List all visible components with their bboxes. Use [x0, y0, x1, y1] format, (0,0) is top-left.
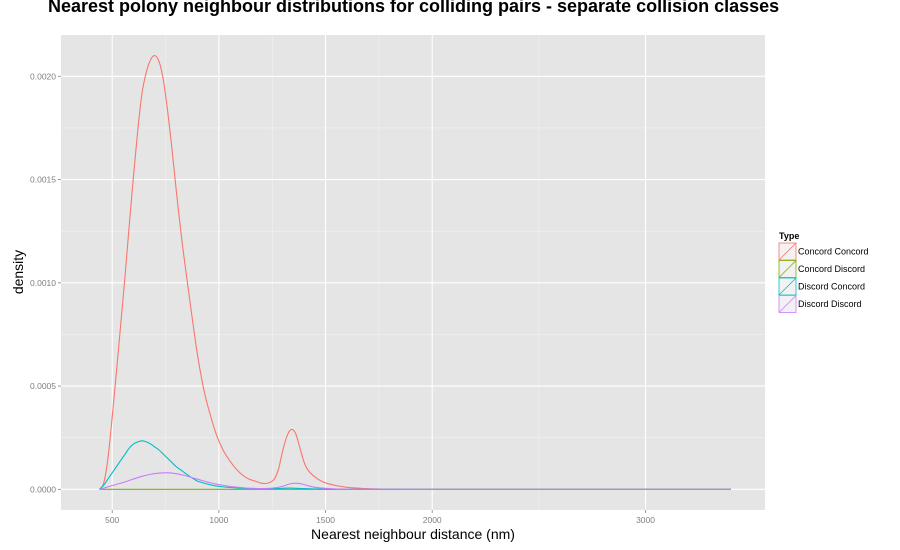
x-axis-ticks: 500 1000 1500 2000 3000	[105, 510, 655, 525]
legend-key-line-concord-discord	[778, 260, 797, 278]
x-tick-label: 3000	[636, 515, 655, 525]
y-tick-label: 0.0010	[30, 278, 56, 288]
grid-minor	[61, 35, 765, 510]
plot-panel	[61, 35, 765, 510]
y-tick-label: 0.0020	[30, 71, 56, 81]
legend-label-concord-discord: Concord Discord	[798, 264, 865, 274]
x-axis-title: Nearest neighbour distance (nm)	[311, 526, 515, 542]
legend-key-line-discord-concord	[778, 277, 797, 296]
series-line-discord-discord	[99, 472, 731, 490]
legend-key-line-concord-concord	[778, 242, 797, 261]
chart-title: Nearest polony neighbour distributions f…	[48, 0, 780, 16]
series-line-concord-concord	[98, 55, 731, 490]
y-tick-label: 0.0015	[30, 175, 56, 185]
series-line-discord-concord	[99, 440, 731, 490]
legend: Type Concord Concord Concord Discord Disco…	[778, 231, 869, 313]
y-tick-label: 0.0000	[30, 484, 56, 494]
y-axis-ticks: 0.0000 0.0005 0.0010 0.0015 0.0020	[30, 71, 61, 494]
series-layer	[98, 55, 731, 490]
legend-items: Concord Concord Concord Discord Discord Co…	[778, 242, 869, 313]
y-tick-label: 0.0005	[30, 381, 56, 391]
y-axis-title: density	[10, 250, 26, 294]
x-tick-label: 1500	[316, 515, 335, 525]
legend-label-discord-concord: Discord Concord	[798, 282, 865, 292]
x-tick-label: 1000	[209, 515, 228, 525]
legend-label-discord-discord: Discord Discord	[798, 299, 862, 309]
legend-title: Type	[779, 231, 799, 241]
legend-label-concord-concord: Concord Concord	[798, 247, 869, 257]
x-tick-label: 500	[105, 515, 119, 525]
legend-key-line-discord-discord	[778, 295, 797, 313]
x-tick-label: 2000	[423, 515, 442, 525]
